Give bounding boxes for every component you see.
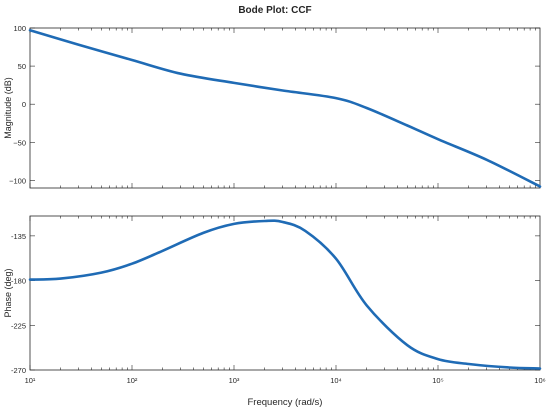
y-tick-label: 100 bbox=[13, 24, 26, 33]
y-tick-label: -135 bbox=[11, 232, 26, 241]
x-tick-label: 10¹ bbox=[25, 376, 36, 385]
y-axis-label: Phase (deg) bbox=[3, 268, 13, 317]
y-axis-label: Magnitude (dB) bbox=[3, 77, 13, 139]
y-tick-label: 50 bbox=[18, 62, 26, 71]
y-tick-label: -225 bbox=[11, 321, 26, 330]
x-tick-label: 10² bbox=[127, 376, 138, 385]
plot-frame bbox=[29, 215, 541, 371]
x-tick-label: 10⁶ bbox=[534, 376, 545, 385]
chart-title: Bode Plot: CCF bbox=[238, 5, 311, 16]
magnitude-panel: 100 50 0 −50 −100 Magnitude (dB) bbox=[3, 24, 542, 189]
y-tick-label: -270 bbox=[11, 366, 26, 375]
x-axis-label: Frequency (rad/s) bbox=[248, 397, 323, 408]
x-tick-label: 10⁴ bbox=[330, 376, 342, 385]
y-tick-label: −50 bbox=[13, 138, 26, 147]
y-tick-label: −100 bbox=[9, 176, 26, 185]
series-line bbox=[28, 29, 542, 188]
y-tick-label: 0 bbox=[22, 100, 26, 109]
series-line bbox=[28, 219, 542, 370]
y-tick-label: -180 bbox=[11, 277, 26, 286]
x-tick-label: 10³ bbox=[229, 376, 240, 385]
x-tick-label: 10⁵ bbox=[432, 376, 443, 385]
